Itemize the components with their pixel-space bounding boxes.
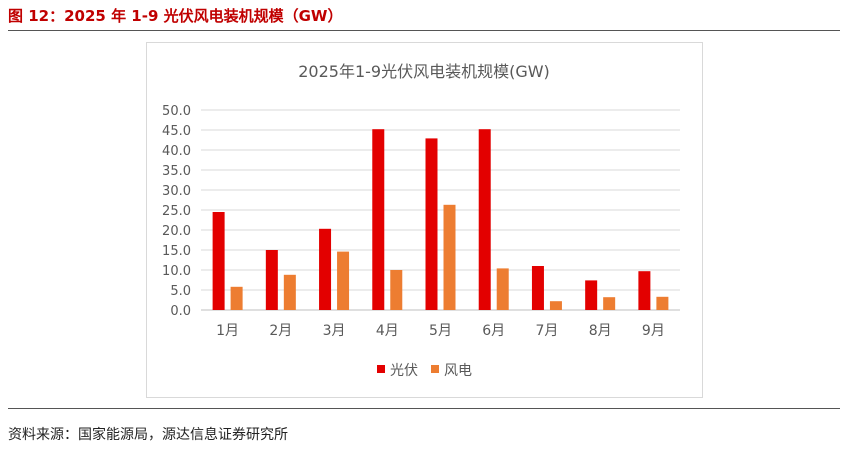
x-tick-label: 5月 [429, 323, 452, 339]
wind-bar-8 [603, 297, 616, 310]
x-tick-label: 3月 [323, 323, 346, 339]
y-tick-label: 20.0 [162, 224, 191, 239]
pv-bar-2 [265, 250, 278, 310]
wind-bar-9 [656, 296, 669, 310]
y-tick-label: 30.0 [162, 184, 191, 199]
x-tick-label: 2月 [269, 323, 292, 339]
bar-chart: 2025年1-9光伏风电装机规模(GW) 0.0 5.0 10.0 15.0 20.0 2… [162, 62, 680, 379]
wind-legend-label: 风电 [444, 363, 472, 379]
y-tick-label: 0.0 [170, 304, 191, 319]
y-tick-label: 10.0 [162, 264, 191, 279]
pv-bar-1 [212, 212, 225, 310]
wind-bar-6 [496, 268, 509, 310]
pv-bar-6 [478, 129, 491, 310]
figure-caption: 图 12：2025 年 1-9 光伏风电装机规模（GW） [8, 7, 343, 25]
wind-bar-2 [283, 274, 296, 310]
pv-legend-label: 光伏 [390, 363, 418, 379]
y-tick-label: 15.0 [162, 244, 191, 259]
x-tick-label: 4月 [376, 323, 399, 339]
wind-bar-1 [230, 286, 243, 310]
pv-bar-9 [638, 271, 651, 310]
pv-legend-swatch [377, 365, 385, 373]
x-tick-label: 6月 [482, 323, 505, 339]
source-note: 资料来源：国家能源局，源达信息证券研究所 [8, 427, 288, 443]
pv-bar-5 [425, 138, 438, 310]
wind-bar-4 [390, 270, 403, 310]
pv-bar-8 [585, 280, 598, 310]
wind-bar-3 [337, 251, 350, 310]
y-tick-label: 50.0 [162, 104, 191, 119]
bottom-rule [8, 408, 840, 409]
chart-title: 2025年1-9光伏风电装机规模(GW) [298, 62, 550, 81]
x-tick-label: 8月 [589, 323, 612, 339]
top-rule [8, 30, 840, 31]
y-tick-label: 25.0 [162, 204, 191, 219]
x-tick-label: 1月 [216, 323, 239, 339]
y-tick-label: 5.0 [170, 284, 191, 299]
chart-frame: 2025年1-9光伏风电装机规模(GW) 0.0 5.0 10.0 15.0 20.0 2… [146, 42, 703, 398]
pv-bar-3 [319, 228, 332, 310]
x-tick-label: 9月 [642, 323, 665, 339]
pv-bar-7 [531, 266, 544, 310]
wind-bar-5 [443, 204, 456, 310]
y-tick-label: 45.0 [162, 124, 191, 139]
wind-bar-7 [549, 301, 562, 310]
wind-legend-swatch [431, 365, 439, 373]
pv-bar-4 [372, 129, 385, 310]
y-tick-label: 40.0 [162, 144, 191, 159]
x-tick-label: 7月 [535, 323, 558, 339]
y-tick-label: 35.0 [162, 164, 191, 179]
